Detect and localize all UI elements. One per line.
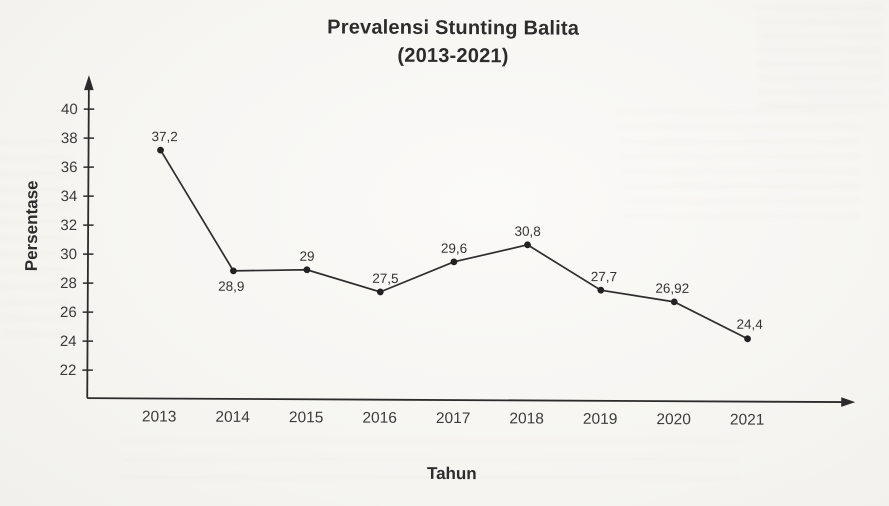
y-tick-label: 34 (61, 188, 78, 205)
data-point-label: 27,5 (372, 271, 398, 286)
x-tick-label: 2017 (436, 410, 471, 427)
data-point (744, 335, 751, 343)
x-tick-label: 2014 (215, 409, 250, 426)
x-tick-label: 2016 (362, 410, 397, 427)
data-point (450, 258, 458, 266)
y-tick-label: 30 (60, 246, 77, 263)
y-tick-label: 22 (60, 362, 77, 379)
data-point (376, 288, 384, 296)
y-tick-label: 32 (60, 217, 77, 234)
y-tick-label: 28 (60, 275, 77, 292)
x-axis (87, 397, 843, 403)
data-point-label: 29 (299, 249, 314, 264)
data-point-label: 37,2 (151, 129, 177, 144)
data-point-label: 24,4 (736, 317, 763, 332)
y-tick-label: 26 (60, 304, 77, 321)
x-tick-label: 2020 (656, 411, 691, 428)
data-point (670, 298, 678, 306)
data-point-label: 28,9 (218, 279, 244, 294)
data-point (524, 241, 531, 249)
data-point-label: 29,6 (441, 241, 467, 256)
y-tick-label: 36 (61, 159, 78, 176)
data-point-label: 26,92 (655, 281, 689, 296)
y-tick-label: 24 (60, 333, 77, 350)
x-axis-arrow (841, 397, 856, 407)
data-point-label: 30,8 (514, 224, 540, 239)
y-axis (86, 89, 90, 399)
data-point (597, 286, 605, 294)
y-tick-label: 38 (61, 130, 78, 147)
data-point (303, 266, 311, 274)
y-axis-arrow (84, 75, 94, 91)
x-tick-label: 2021 (730, 411, 765, 428)
x-tick-label: 2015 (289, 409, 324, 426)
x-tick-label: 2019 (583, 411, 618, 428)
y-tick-label: 40 (61, 101, 78, 118)
x-tick-label: 2018 (509, 410, 544, 427)
data-point-label: 27,7 (591, 269, 617, 284)
x-tick-label: 2013 (142, 408, 177, 425)
data-point (157, 146, 164, 154)
data-point (230, 267, 237, 275)
